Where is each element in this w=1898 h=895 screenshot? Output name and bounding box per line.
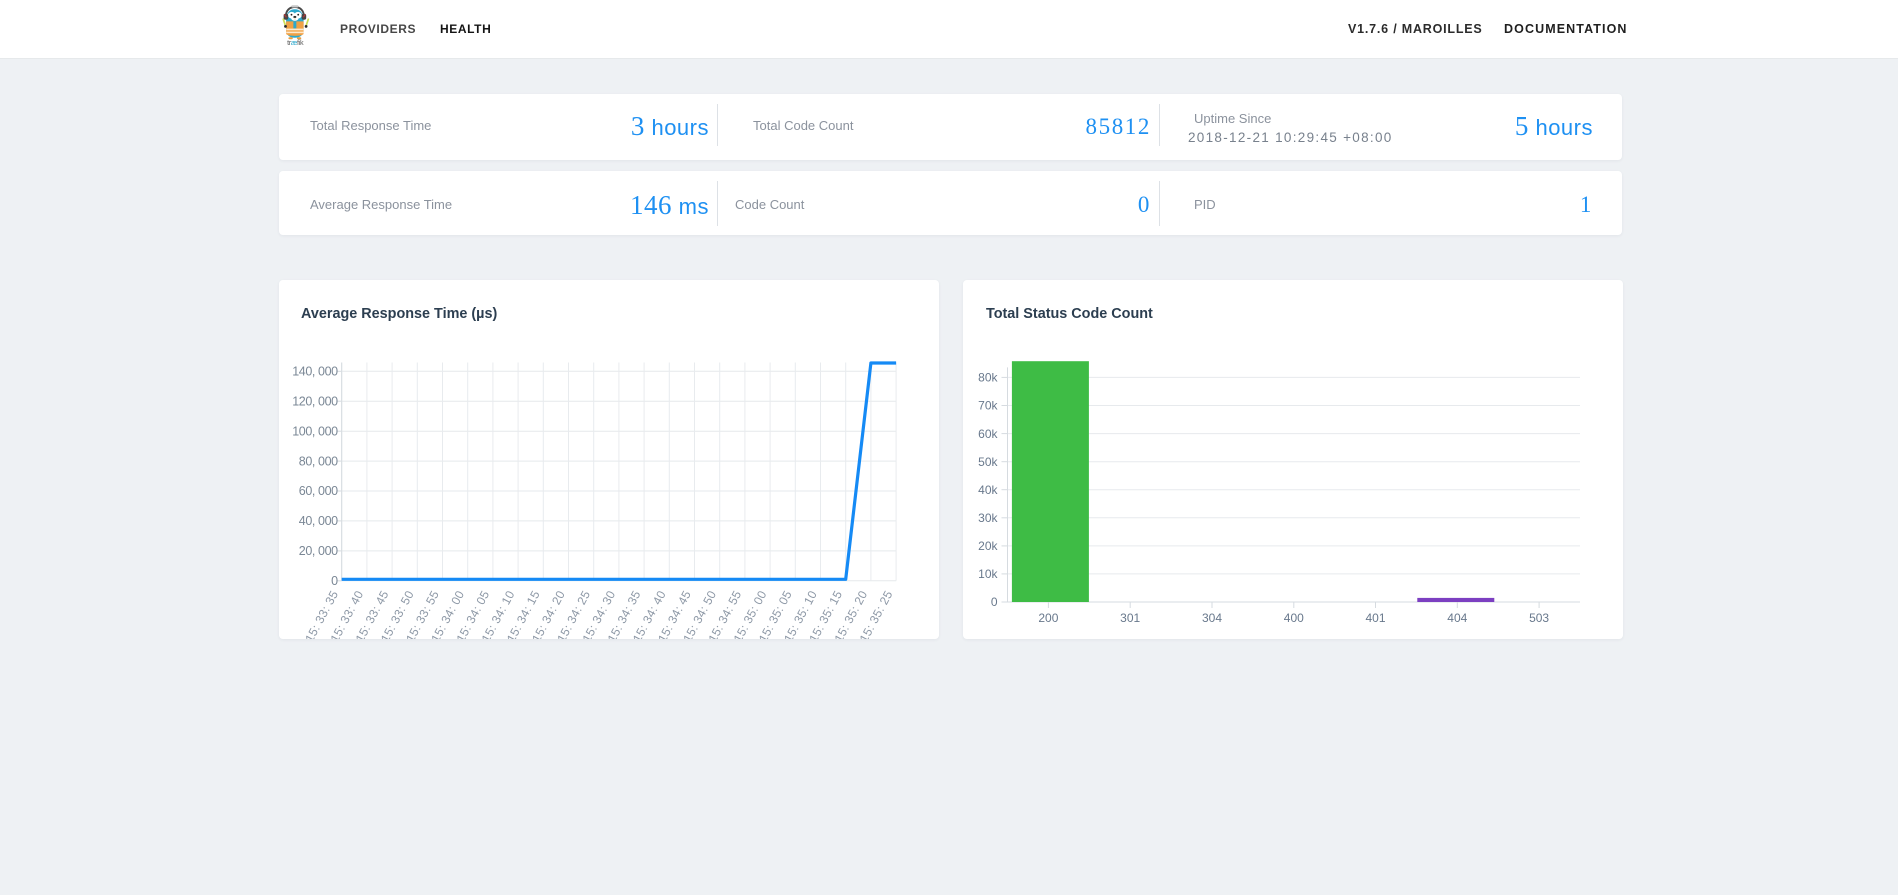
svg-text:60, 000: 60, 000 <box>299 484 338 498</box>
svg-text:301: 301 <box>1120 611 1140 625</box>
svg-text:401: 401 <box>1365 611 1385 625</box>
svg-text:40, 000: 40, 000 <box>299 514 338 528</box>
svg-text:503: 503 <box>1529 611 1549 625</box>
svg-text:50k: 50k <box>978 455 998 469</box>
svg-text:304: 304 <box>1202 611 1222 625</box>
svg-text:20k: 20k <box>978 539 998 553</box>
svg-text:40k: 40k <box>978 483 998 497</box>
svg-text:30k: 30k <box>978 511 998 525</box>
svg-text:120, 000: 120, 000 <box>292 394 338 408</box>
svg-text:100, 000: 100, 000 <box>292 424 338 438</box>
svg-text:10k: 10k <box>978 567 998 581</box>
svg-text:80k: 80k <box>978 371 998 385</box>
svg-text:60k: 60k <box>978 427 998 441</box>
svg-text:140, 000: 140, 000 <box>292 365 338 379</box>
svg-text:404: 404 <box>1447 611 1467 625</box>
svg-text:400: 400 <box>1284 611 1304 625</box>
svg-text:80, 000: 80, 000 <box>299 454 338 468</box>
svg-text:træfik: træfik <box>287 38 304 47</box>
svg-text:0: 0 <box>991 595 998 609</box>
svg-text:70k: 70k <box>978 399 998 413</box>
svg-text:20, 000: 20, 000 <box>299 544 338 558</box>
svg-text:200: 200 <box>1038 611 1058 625</box>
svg-text:0: 0 <box>331 574 338 588</box>
